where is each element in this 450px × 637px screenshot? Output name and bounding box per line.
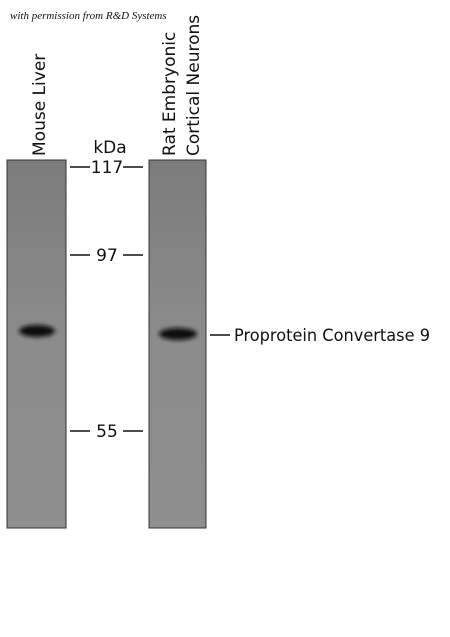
blot-lane	[148, 159, 207, 529]
blot-lane	[6, 159, 67, 529]
protein-band	[19, 325, 55, 337]
marker-label: 97	[96, 246, 118, 266]
permission-note: with permission from R&D Systems	[10, 10, 167, 22]
lane-label: Cortical Neurons	[184, 15, 204, 156]
marker-117: 117	[70, 158, 143, 178]
marker-label: 117	[91, 158, 123, 178]
marker-unit: kDa	[93, 138, 126, 158]
protein-band	[159, 328, 197, 340]
lane-label: Mouse Liver	[30, 54, 50, 156]
marker-55: 55	[70, 422, 143, 442]
marker-label: 55	[96, 422, 118, 442]
band-label: Proprotein Convertase 9	[234, 326, 430, 346]
marker-97: 97	[70, 246, 143, 266]
lane-label: Rat Embryonic	[160, 32, 180, 156]
